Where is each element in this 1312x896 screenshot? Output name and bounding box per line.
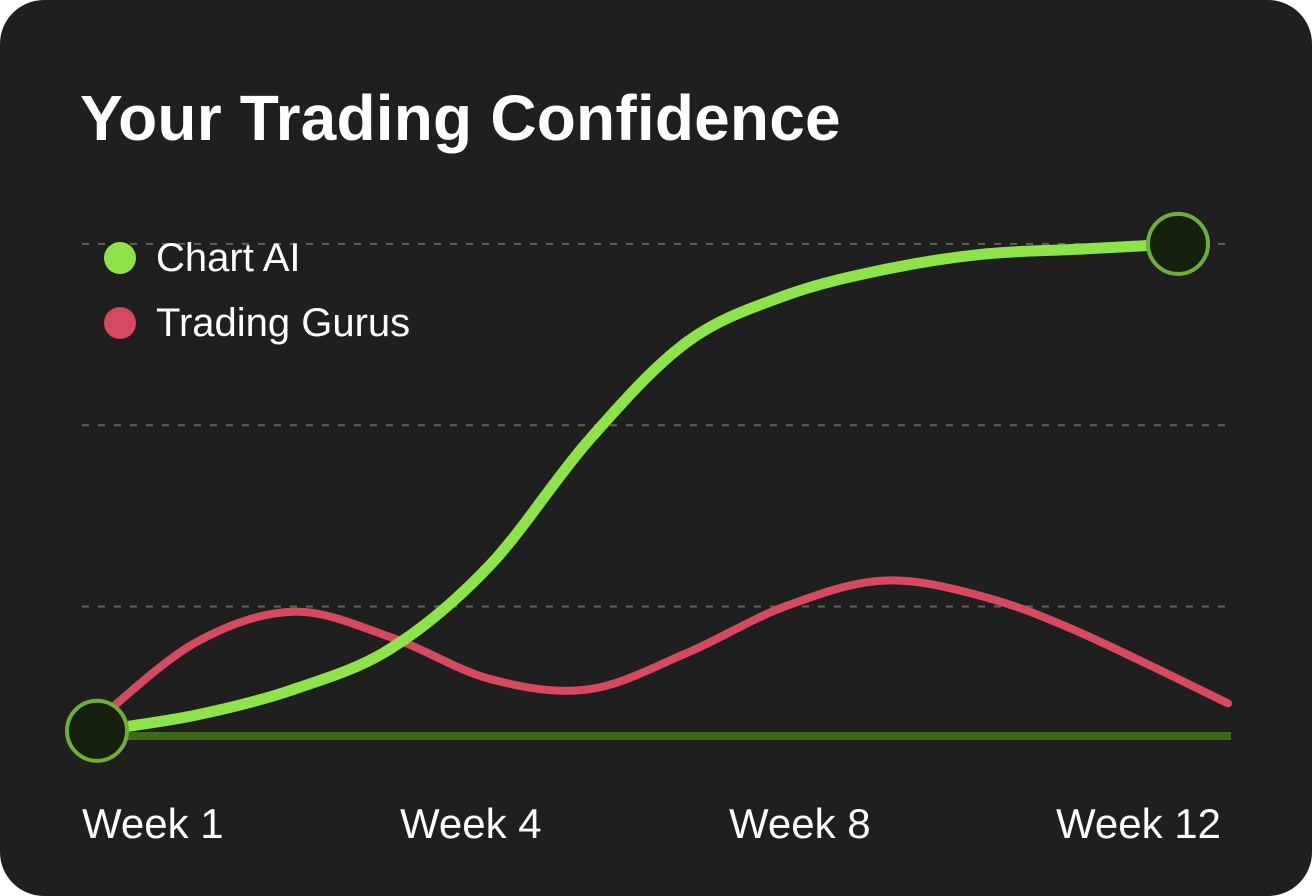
chart-title: Your Trading Confidence <box>80 82 841 154</box>
legend-item-trading-gurus: Trading Gurus <box>104 297 410 349</box>
legend-label-chart-ai: Chart AI <box>156 235 301 280</box>
legend-item-chart-ai: Chart AI <box>104 232 410 284</box>
series-point-chart-ai-start <box>65 698 129 763</box>
series-line-chart-ai <box>91 238 1184 737</box>
legend-label-trading-gurus: Trading Gurus <box>156 300 411 345</box>
x-tick-label-week-1: Week 1 <box>82 800 224 847</box>
chart-legend: Chart AI Trading Gurus <box>104 232 410 362</box>
x-tick-label-week-8: Week 8 <box>729 800 871 847</box>
series-point-chart-ai-end <box>1146 211 1210 276</box>
series-lines <box>91 238 1232 737</box>
x-tick-labels: Week 1 Week 4 Week 8 Week 12 <box>82 800 1221 847</box>
x-tick-label-week-12: Week 12 <box>1056 800 1221 847</box>
legend-swatch-chart-ai <box>104 242 136 274</box>
x-tick-label-week-4: Week 4 <box>400 800 542 847</box>
series-markers <box>65 211 1210 763</box>
series-line-trading-gurus <box>93 576 1232 725</box>
legend-swatch-trading-gurus <box>104 307 136 339</box>
